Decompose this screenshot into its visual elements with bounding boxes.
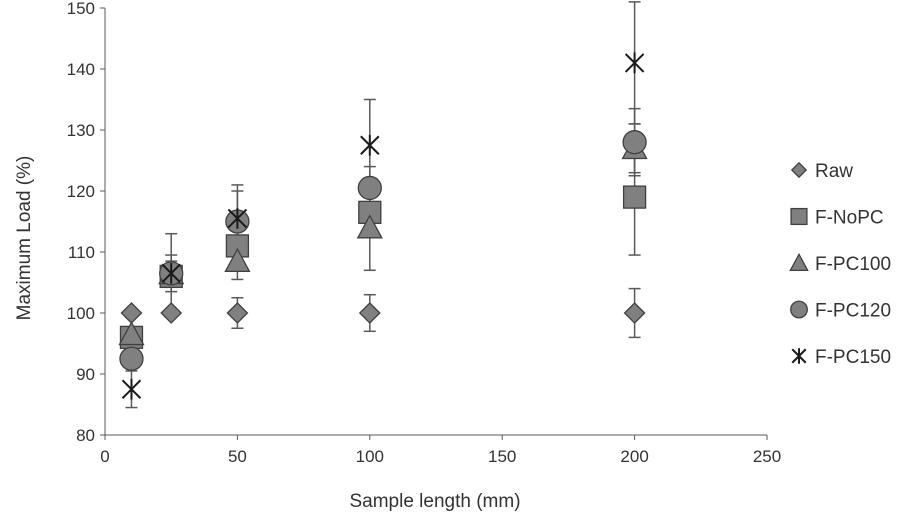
legend-label: F-PC120 (815, 301, 891, 322)
data-point-f-pc150 (227, 208, 248, 229)
x-tick-label: 150 (488, 447, 516, 466)
legend-item: F-PC100 (789, 252, 891, 275)
legend-label: Raw (815, 161, 853, 182)
x-axis: 0 50 100 150 200 250 (100, 434, 781, 466)
data-point-f-pc100 (356, 214, 383, 239)
data-point-f-pc120 (357, 175, 382, 201)
legend: Raw F-NoPC F-PC100 F-PC120 F-PC150 (789, 161, 891, 368)
x-tick-label: 0 (100, 447, 109, 466)
legend-item: F-PC120 (790, 300, 891, 322)
x-tick-label: 50 (228, 447, 247, 466)
data-point-f-nopc (622, 185, 647, 209)
data-point-f-pc150 (161, 263, 181, 284)
x-tick-label: 250 (753, 447, 781, 466)
data-point-raw (160, 302, 183, 324)
data-point-raw (120, 302, 143, 324)
legend-label: F-PC100 (815, 254, 891, 275)
y-tick-label: 80 (76, 426, 95, 445)
y-axis-title: Maximum Load (%) (14, 156, 35, 321)
y-tick-label: 120 (67, 182, 95, 201)
x-tick-label: 200 (620, 447, 648, 466)
data-point-raw (226, 302, 249, 324)
data-point-raw (358, 302, 381, 324)
legend-marker (790, 207, 808, 226)
legend-marker (790, 161, 808, 179)
data-point-f-pc150 (624, 52, 645, 74)
legend-item: F-PC150 (791, 347, 891, 368)
data-point-f-pc150 (360, 134, 380, 156)
data-point-f-pc100 (224, 247, 251, 273)
legend-item: Raw (790, 161, 853, 182)
data-point-f-pc120 (119, 346, 144, 371)
legend-marker (791, 348, 807, 364)
y-tick-label: 140 (67, 60, 95, 79)
data-point-raw (623, 302, 646, 324)
y-tick-label: 100 (67, 304, 95, 323)
legend-marker (789, 252, 809, 271)
plot-area (118, 1, 648, 409)
y-tick-label: 130 (67, 121, 95, 140)
x-axis-title: Sample length (mm) (349, 491, 520, 512)
y-tick-label: 110 (68, 243, 95, 262)
legend-marker (790, 300, 808, 319)
y-axis: 80 90 100 110 120 130 140 150 (67, 0, 106, 445)
y-tick-label: 150 (67, 0, 95, 18)
legend-label: F-PC150 (815, 347, 891, 368)
legend-label: F-NoPC (815, 208, 884, 229)
legend-item: F-NoPC (790, 207, 884, 229)
y-tick-label: 90 (76, 365, 95, 384)
data-point-f-pc120 (622, 130, 647, 155)
x-tick-label: 100 (356, 447, 384, 466)
data-point-f-pc100 (118, 320, 145, 346)
data-point-f-pc150 (121, 378, 142, 400)
